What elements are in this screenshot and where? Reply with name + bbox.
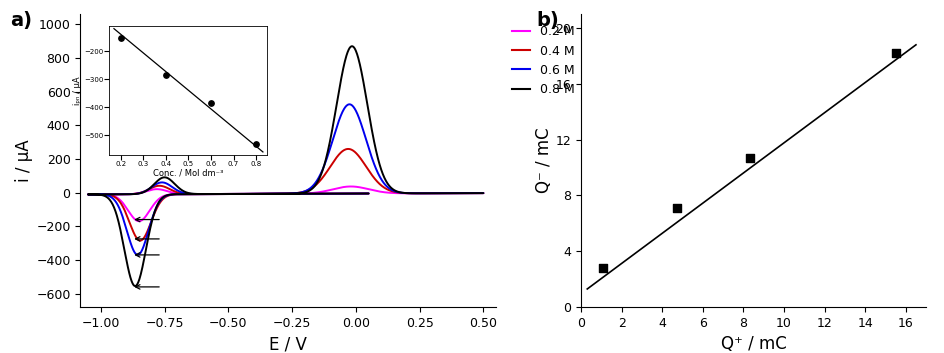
Point xyxy=(887,50,902,56)
Text: a): a) xyxy=(9,11,31,30)
X-axis label: Q⁺ / mC: Q⁺ / mC xyxy=(720,335,785,353)
X-axis label: E / V: E / V xyxy=(269,335,307,353)
Legend: 0.2 M, 0.4 M, 0.6 M, 0.8 M: 0.2 M, 0.4 M, 0.6 M, 0.8 M xyxy=(506,20,580,101)
Y-axis label: i / μA: i / μA xyxy=(15,139,33,182)
Point xyxy=(741,155,756,161)
Point xyxy=(596,265,611,271)
Y-axis label: Q⁻ / mC: Q⁻ / mC xyxy=(534,128,552,193)
Point xyxy=(668,205,683,211)
Text: b): b) xyxy=(536,11,559,30)
